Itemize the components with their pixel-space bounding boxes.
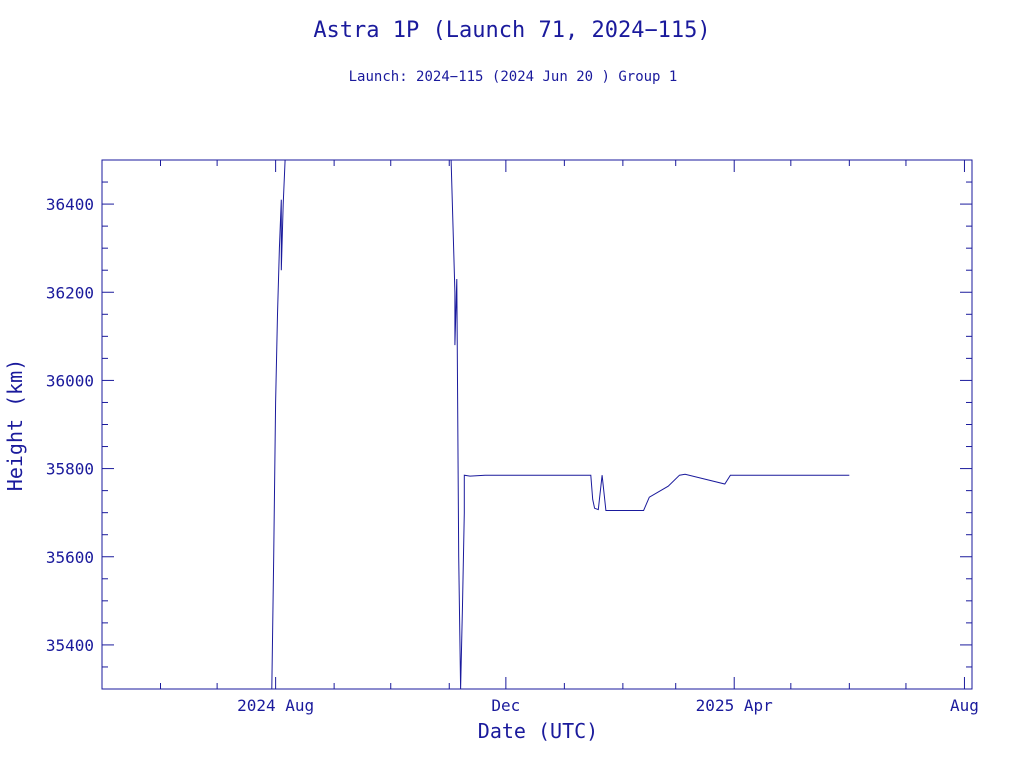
y-axis-label: Height (km)	[3, 359, 27, 491]
y-tick-label: 36400	[46, 195, 94, 214]
x-tick-label: Aug	[950, 696, 979, 715]
x-axis-label: Date (UTC)	[478, 719, 598, 743]
y-tick-label: 36200	[46, 283, 94, 302]
x-tick-label: 2025 Apr	[696, 696, 773, 715]
plot-frame	[101, 159, 973, 690]
x-tick-label: Dec	[491, 696, 520, 715]
axis-ticks: 35400 35600 35800 36000 36200 36400 2024 Aug De…	[46, 159, 979, 715]
y-tick-label: 36000	[46, 371, 94, 390]
series-line	[271, 159, 850, 690]
y-tick-label: 35400	[46, 636, 94, 655]
chart-title: Astra 1P (Launch 71, 2024−115)	[313, 18, 710, 43]
y-tick-label: 35600	[46, 548, 94, 567]
chart-subtitle: Launch: 2024−115 (2024 Jun 20 ) Group 1	[349, 69, 678, 85]
y-tick-label: 35800	[46, 460, 94, 479]
x-tick-label: 2024 Aug	[237, 696, 314, 715]
